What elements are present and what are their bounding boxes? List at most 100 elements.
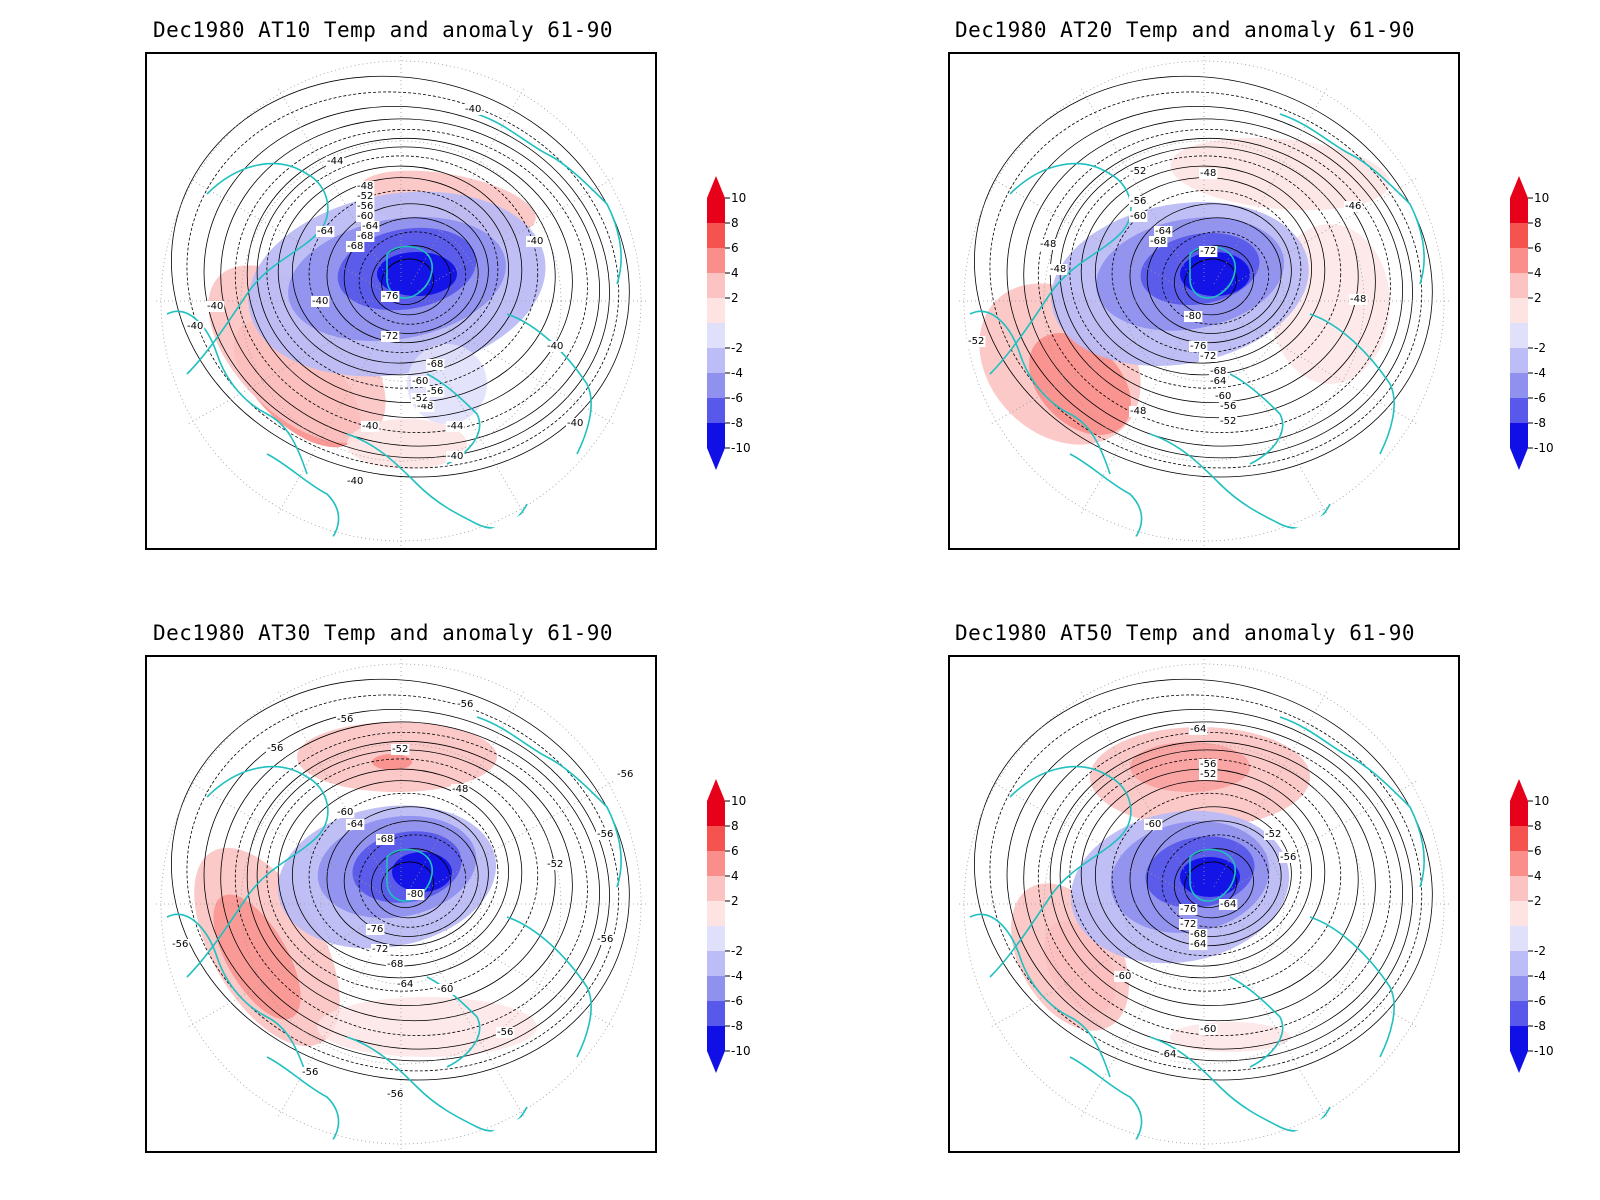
contour-line	[1161, 231, 1270, 325]
coastline	[266, 1056, 340, 1148]
coastline	[476, 113, 622, 285]
meridian-line	[188, 913, 384, 1027]
contour-label: -68	[357, 231, 373, 242]
contour-label-bg	[426, 386, 445, 397]
contour-label: -56	[387, 1089, 403, 1100]
colorbar-swatch	[1510, 851, 1528, 876]
contour-label-bg	[406, 889, 425, 900]
contour-label: -64	[1220, 899, 1236, 910]
colorbar-label: -10	[731, 441, 751, 455]
colorbar-swatch	[707, 373, 725, 398]
contour-label-bg	[416, 401, 435, 412]
colorbar-swatch	[1510, 976, 1528, 1001]
coastline	[989, 162, 1132, 375]
colorbar-swatch	[1510, 273, 1528, 298]
contour-label-bg	[1199, 759, 1218, 770]
colorbar-swatch	[707, 1001, 725, 1026]
colorbar-swatch	[707, 298, 725, 323]
contour-line	[266, 758, 539, 992]
contour-label: -40	[567, 418, 583, 429]
meridian-line	[991, 781, 1187, 895]
contour-label-bg	[967, 336, 986, 347]
colorbar-label: -8	[731, 416, 743, 430]
colorbar-swatch	[707, 876, 725, 901]
colorbar-label: 4	[731, 869, 739, 883]
contour-line	[381, 861, 434, 908]
contour-line	[277, 768, 523, 979]
contour-label-bg	[1219, 899, 1238, 910]
colorbar-swatch	[1510, 926, 1528, 951]
colorbar-swatch	[707, 248, 725, 273]
colorbar-label: -6	[1534, 994, 1546, 1008]
contour-label-bg	[411, 376, 430, 387]
meridian-line	[1213, 318, 1327, 514]
colorbar-arrow-bottom	[1510, 448, 1528, 470]
contour-line	[989, 694, 1423, 1072]
colorbar-swatch	[707, 976, 725, 1001]
contour-line	[308, 792, 499, 956]
contour-label-bg	[1144, 819, 1163, 830]
contour-label-bg	[1154, 226, 1173, 237]
colorbar-label: 10	[1534, 191, 1549, 205]
colorbar-swatch	[1510, 1001, 1528, 1026]
colorbar-label: 2	[1534, 894, 1542, 908]
colorbar-swatch	[707, 348, 725, 373]
meridian-line	[278, 318, 392, 514]
colorbar-swatch	[1510, 951, 1528, 976]
contour-line	[1037, 731, 1391, 1036]
contour-label-bg	[1189, 724, 1208, 735]
contour-label-bg	[411, 393, 430, 404]
colorbar-swatch	[707, 826, 725, 851]
contour-line	[246, 137, 573, 419]
contour-label: -48	[1130, 406, 1146, 417]
contour-label-bg	[526, 236, 545, 247]
contour-label-bg	[1264, 829, 1283, 840]
anomaly-blob	[1029, 333, 1131, 435]
meridian-line	[1081, 691, 1195, 887]
contour-line	[291, 780, 509, 967]
contour-label: -72	[1200, 246, 1216, 257]
contour-label-bg	[346, 241, 365, 252]
contour-label-bg	[1039, 239, 1058, 250]
coastline	[1229, 373, 1284, 465]
coastline	[386, 848, 433, 902]
colorbar-swatch	[707, 851, 725, 876]
meridian-line	[278, 88, 392, 284]
contour-label: -52	[547, 859, 563, 870]
contour-line	[1049, 137, 1376, 419]
contour-line	[256, 146, 556, 404]
contour-label: -52	[412, 393, 428, 404]
contour-line	[381, 258, 434, 305]
contour-label: -64	[1210, 376, 1226, 387]
colorbar-label: -6	[731, 391, 743, 405]
polar-map: -56 -56 -56 -56 -56 -56 -56 -56 -56 -56 -52 -52 -48 -…	[145, 655, 657, 1153]
contour-label-bg	[386, 1089, 405, 1100]
contour-line	[358, 834, 467, 928]
colorbar-label: 8	[731, 216, 739, 230]
contour-label: -44	[327, 156, 343, 167]
contour-label: -64	[1190, 724, 1206, 735]
contour-label-bg	[186, 321, 205, 332]
contour-label: -72	[1180, 919, 1196, 930]
contour-label-bg	[1209, 376, 1228, 387]
colorbar-swatch	[707, 223, 725, 248]
contour-label: -40	[447, 451, 463, 462]
contour-label-bg	[346, 476, 365, 487]
contour-label: -52	[968, 336, 984, 347]
contour-line	[1023, 118, 1403, 447]
colorbar-label: -2	[731, 944, 743, 958]
contour-label: -72	[372, 944, 388, 955]
contour-label-bg	[1189, 939, 1208, 950]
contour-label: -44	[447, 421, 463, 432]
meridian-line	[418, 178, 614, 292]
contour-line	[1129, 806, 1292, 947]
contour-label: -76	[367, 924, 383, 935]
coastline	[266, 453, 340, 545]
contour-line	[1094, 177, 1312, 364]
colorbar-label: 10	[731, 794, 746, 808]
contour-label-bg	[356, 201, 375, 212]
contour-label: -48	[357, 181, 373, 192]
contour-label: -64	[1160, 1049, 1176, 1060]
colorbar-swatch	[1510, 423, 1528, 448]
contour-label: -60	[1130, 211, 1146, 222]
